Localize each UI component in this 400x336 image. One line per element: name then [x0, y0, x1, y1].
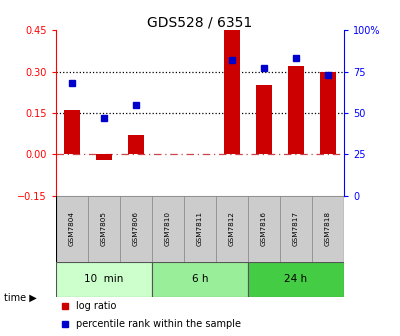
FancyBboxPatch shape	[88, 196, 120, 262]
Text: GSM7812: GSM7812	[229, 211, 235, 246]
FancyBboxPatch shape	[248, 196, 280, 262]
FancyBboxPatch shape	[280, 196, 312, 262]
Text: GSM7816: GSM7816	[261, 211, 267, 246]
FancyBboxPatch shape	[120, 196, 152, 262]
Bar	[96, 154, 112, 160]
Text: GSM7811: GSM7811	[197, 211, 203, 246]
Text: 10  min: 10 min	[84, 275, 124, 285]
Text: GSM7806: GSM7806	[133, 211, 139, 246]
Bar	[128, 135, 144, 154]
Text: GSM7817: GSM7817	[293, 211, 299, 246]
Text: 24 h: 24 h	[284, 275, 308, 285]
Title: GDS528 / 6351: GDS528 / 6351	[147, 15, 253, 29]
FancyBboxPatch shape	[152, 262, 248, 297]
Text: GSM7818: GSM7818	[325, 211, 331, 246]
Text: GSM7810: GSM7810	[165, 211, 171, 246]
Text: 6 h: 6 h	[192, 275, 208, 285]
Text: percentile rank within the sample: percentile rank within the sample	[76, 319, 241, 329]
FancyBboxPatch shape	[152, 196, 184, 262]
FancyBboxPatch shape	[312, 196, 344, 262]
Text: log ratio: log ratio	[76, 301, 116, 311]
FancyBboxPatch shape	[56, 196, 88, 262]
FancyBboxPatch shape	[216, 196, 248, 262]
FancyBboxPatch shape	[248, 262, 344, 297]
Bar	[288, 66, 304, 154]
Bar	[320, 72, 336, 154]
Text: GSM7804: GSM7804	[69, 211, 75, 246]
Bar	[224, 30, 240, 154]
FancyBboxPatch shape	[56, 262, 152, 297]
Text: time ▶: time ▶	[4, 292, 37, 302]
FancyBboxPatch shape	[184, 196, 216, 262]
Bar	[64, 110, 80, 154]
Text: GSM7805: GSM7805	[101, 211, 107, 246]
Bar	[256, 85, 272, 154]
